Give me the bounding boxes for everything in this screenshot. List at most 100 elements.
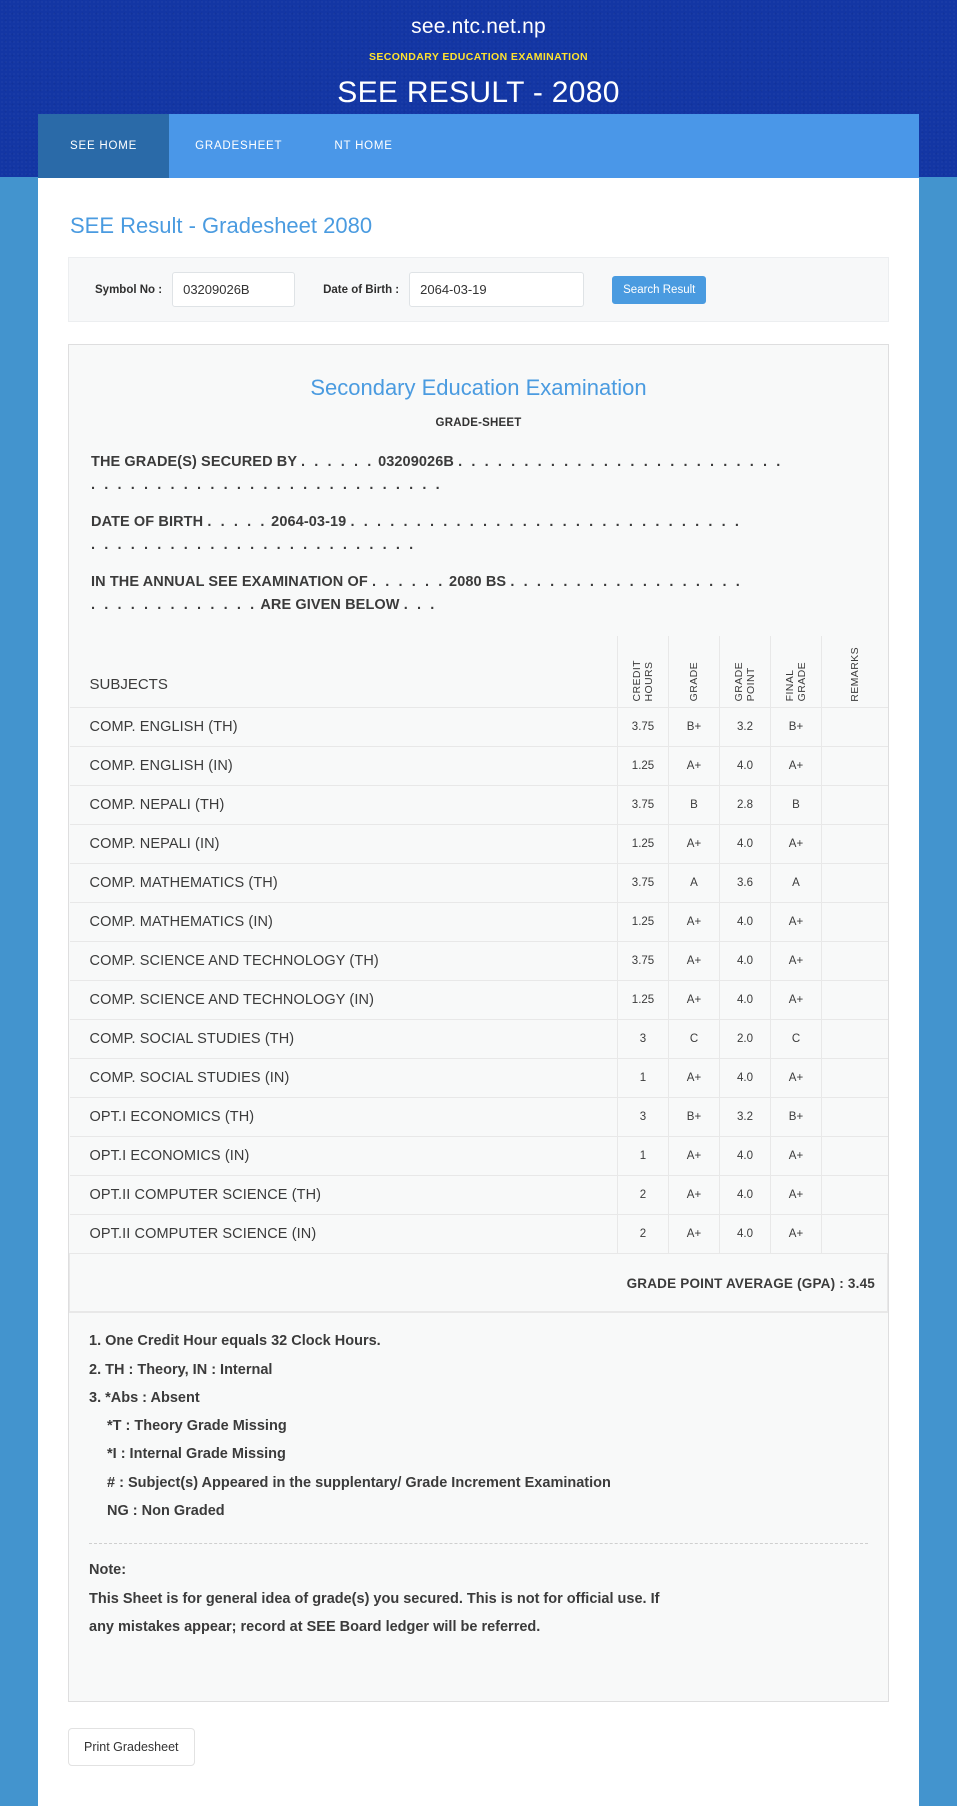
cell-grade-point: 4.0: [719, 941, 771, 982]
note-line-4: *T : Theory Grade Missing: [107, 1418, 287, 1435]
cell-grade: A+: [668, 1175, 720, 1216]
cell-credit-hours: 3: [617, 1019, 669, 1060]
cell-final-grade: A+: [770, 902, 822, 943]
header-grade-label: GRADE: [687, 662, 700, 702]
cell-final-grade: A+: [770, 1058, 822, 1099]
cell-subject: COMP. NEPALI (TH): [69, 785, 618, 826]
date-of-birth-label: Date of Birth :: [323, 283, 400, 296]
disclaimer-body-line-1: This Sheet is for general idea of grade(…: [89, 1590, 660, 1607]
table-row: COMP. MATHEMATICS (TH) 3.75 A 3.6 A: [69, 863, 888, 904]
site-banner: see.ntc.net.np SECONDARY EDUCATION EXAMI…: [0, 0, 957, 178]
cell-grade: A+: [668, 902, 720, 943]
table-row: COMP. SCIENCE AND TECHNOLOGY (TH) 3.75 A+ 4…: [69, 941, 888, 982]
cell-credit-hours: 3.75: [617, 941, 669, 982]
declaration-exam-dots-c: . . . . . . . . . . . . .: [91, 597, 257, 614]
declaration-symbol-value: 03209026B: [378, 454, 454, 470]
cell-grade-point: 4.0: [719, 1175, 771, 1216]
cell-grade: A+: [668, 1214, 720, 1255]
cell-remarks: [821, 1097, 888, 1138]
table-row: OPT.II COMPUTER SCIENCE (TH) 2 A+ 4.0 A+: [69, 1175, 888, 1216]
note-line-6: # : Subject(s) Appeared in the supplenta…: [107, 1474, 611, 1491]
note-line-3: 3. *Abs : Absent: [89, 1389, 200, 1406]
cell-remarks: [821, 863, 888, 904]
cell-grade-point: 4.0: [719, 902, 771, 943]
cell-final-grade: A+: [770, 1175, 822, 1216]
cell-grade-point: 3.6: [719, 863, 771, 904]
table-row: COMP. SCIENCE AND TECHNOLOGY (IN) 1.25 A+ 4…: [69, 980, 888, 1021]
cell-grade: B: [668, 785, 720, 826]
disclaimer-heading: Note:: [89, 1562, 127, 1579]
declaration-exam-line2: . . . . . . . . . . . . . ARE GIVEN BELO…: [91, 594, 874, 617]
table-row: OPT.II COMPUTER SCIENCE (IN) 2 A+ 4.0 A+: [69, 1214, 888, 1255]
grades-table-body: COMP. ENGLISH (TH) 3.75 B+ 3.2 B+ COMP. ENGLI…: [69, 707, 888, 1255]
note-line-5: *I : Internal Grade Missing: [107, 1446, 286, 1463]
cell-subject: COMP. SOCIAL STUDIES (IN): [69, 1058, 618, 1099]
header-remarks: REMARKS: [821, 635, 888, 709]
grades-table: SUBJECTS CREDIT HOURS GRADE GRADE POINT …: [69, 635, 888, 1313]
cell-credit-hours: 3.75: [617, 863, 669, 904]
banner-subtitle: SECONDARY EDUCATION EXAMINATION: [368, 51, 589, 63]
cell-credit-hours: 3.75: [617, 707, 669, 748]
cell-final-grade: B+: [770, 707, 822, 748]
cell-subject: OPT.I ECONOMICS (TH): [69, 1097, 618, 1138]
disclaimer-block: Note: This Sheet is for general idea of …: [69, 1544, 888, 1701]
note-line-7: NG : Non Graded: [107, 1503, 225, 1519]
disclaimer-body-line-2: any mistakes appear; record at SEE Board…: [89, 1618, 541, 1635]
declaration-line-exam: IN THE ANNUAL SEE EXAMINATION OF . . . .…: [69, 558, 888, 618]
header-credit-hours-label: CREDIT HOURS: [630, 659, 655, 702]
site-name: see.ntc.net.np: [411, 15, 546, 38]
cell-credit-hours: 1.25: [617, 980, 669, 1021]
symbol-no-input[interactable]: [172, 272, 296, 307]
cell-remarks: [821, 902, 888, 943]
cell-remarks: [821, 1175, 888, 1216]
cell-final-grade: B: [770, 785, 822, 826]
table-row: COMP. SOCIAL STUDIES (TH) 3 C 2.0 C: [69, 1019, 888, 1060]
cell-credit-hours: 2: [617, 1175, 669, 1216]
note-line-1: 1. One Credit Hour equals 32 Clock Hours…: [89, 1333, 381, 1350]
cell-remarks: [821, 1019, 888, 1060]
declaration-exam-dots-a: . . . . . .: [371, 573, 445, 590]
nav-item-gradesheet[interactable]: GRADESHEET: [195, 140, 283, 152]
cell-grade-point: 4.0: [719, 1214, 771, 1255]
cell-remarks: [821, 785, 888, 826]
cell-final-grade: B+: [770, 1097, 822, 1138]
table-row: COMP. NEPALI (TH) 3.75 B 2.8 B: [69, 785, 888, 826]
cell-grade-point: 2.0: [719, 1019, 771, 1060]
cell-grade: A+: [668, 980, 720, 1021]
cell-final-grade: A+: [770, 1136, 822, 1177]
table-row: COMP. NEPALI (IN) 1.25 A+ 4.0 A+: [69, 824, 888, 865]
cell-grade-point: 4.0: [719, 980, 771, 1021]
declaration-dob-dots-b: . . . . . . . . . . . . . . . . . . . . …: [350, 513, 742, 530]
header-final-grade-label: FINAL GRADE: [783, 662, 808, 702]
cell-final-grade: A+: [770, 941, 822, 982]
cell-subject: COMP. NEPALI (IN): [69, 824, 618, 865]
cell-credit-hours: 3: [617, 1097, 669, 1138]
search-result-button[interactable]: Search Result: [612, 275, 707, 304]
cell-subject: OPT.I ECONOMICS (IN): [69, 1136, 618, 1177]
note-line-2: 2. TH : Theory, IN : Internal: [89, 1361, 273, 1378]
cell-credit-hours: 1.25: [617, 902, 669, 943]
header-grade: GRADE: [668, 635, 720, 709]
cell-subject: OPT.II COMPUTER SCIENCE (IN): [69, 1214, 618, 1255]
grades-table-head: SUBJECTS CREDIT HOURS GRADE GRADE POINT …: [69, 635, 888, 709]
declaration-symbol-dots-a: . . . . . .: [301, 454, 374, 470]
declaration-dob-prefix: DATE OF BIRTH: [91, 513, 204, 530]
nav-item-see-home[interactable]: SEE HOME: [38, 114, 170, 178]
declaration-symbol-prefix: THE GRADE(S) SECURED BY: [91, 454, 297, 470]
date-of-birth-input[interactable]: [409, 272, 585, 307]
nav-item-nt-home[interactable]: NT HOME: [334, 140, 393, 152]
cell-final-grade: A+: [770, 746, 822, 787]
table-row: OPT.I ECONOMICS (IN) 1 A+ 4.0 A+: [69, 1136, 888, 1177]
declaration-dob-dots-c: . . . . . . . . . . . . . . . . . . . . …: [91, 537, 416, 554]
cell-final-grade: A+: [770, 824, 822, 865]
cell-remarks: [821, 746, 888, 787]
cell-grade: B+: [668, 1097, 720, 1138]
symbol-no-label: Symbol No :: [95, 283, 163, 296]
cell-grade-point: 4.0: [719, 746, 771, 787]
declaration-exam-dots-b: . . . . . . . . . . . . . . . . . .: [510, 573, 743, 590]
gpa-row: GRADE POINT AVERAGE (GPA) : 3.45: [69, 1253, 888, 1313]
print-gradesheet-button[interactable]: Print Gradesheet: [68, 1728, 195, 1767]
cell-credit-hours: 1: [617, 1058, 669, 1099]
cell-grade: A+: [668, 1058, 720, 1099]
header-grade-point-label: GRADE POINT: [732, 662, 757, 702]
